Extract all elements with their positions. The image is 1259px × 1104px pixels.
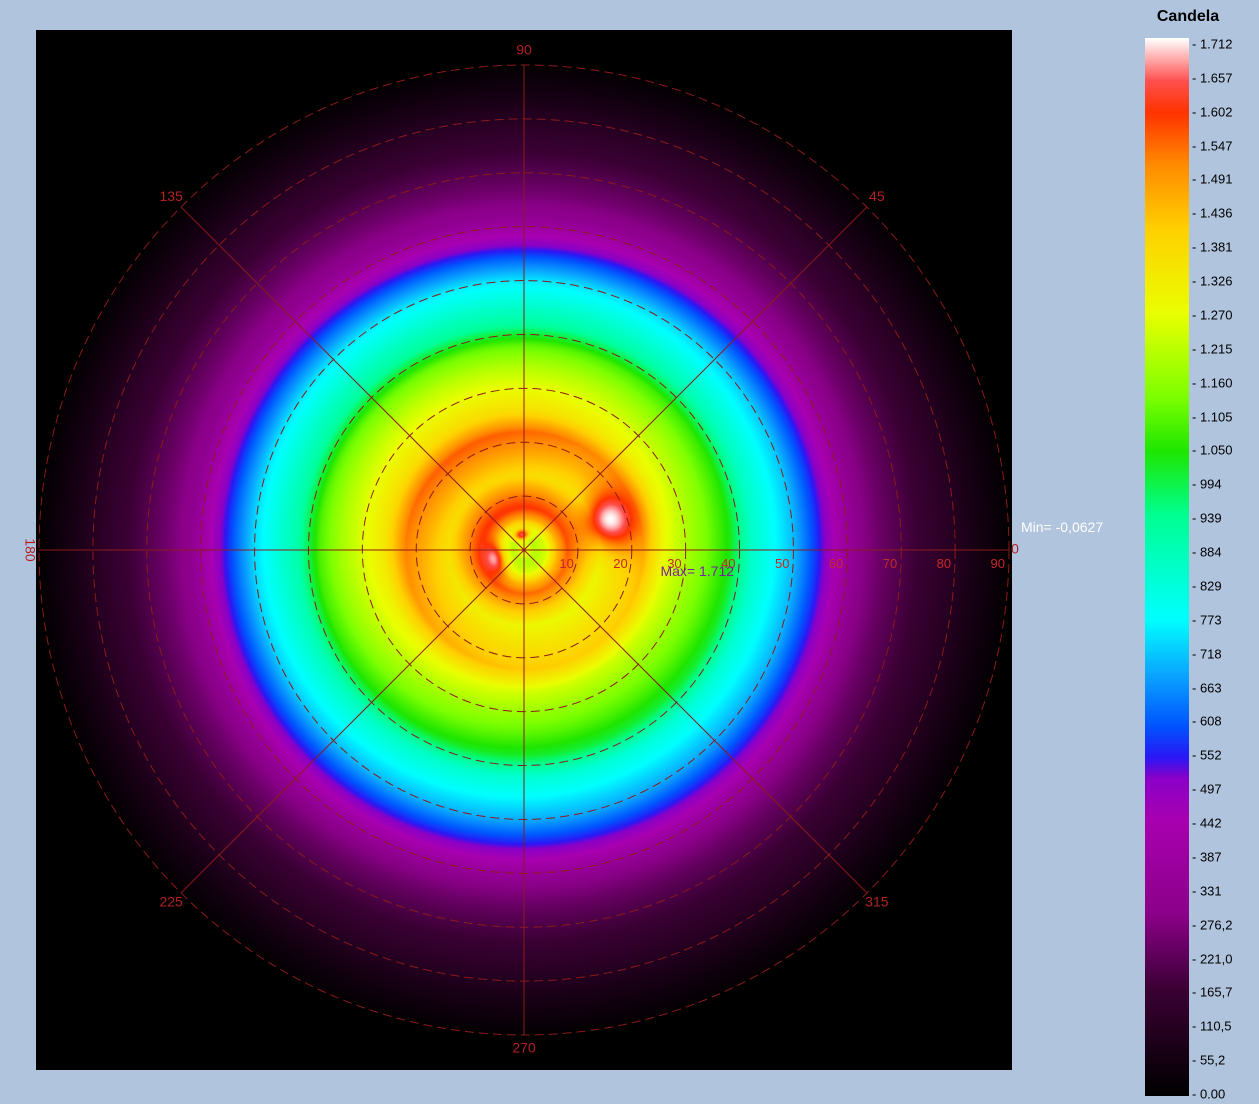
colorbar-tick-label: - 939 (1192, 510, 1222, 526)
polar-heatmap (36, 30, 1012, 1070)
colorbar-tick-label: - 1.326 (1192, 273, 1233, 289)
colorbar-tick-label: - 994 (1192, 476, 1222, 492)
angle-label-0: 0 (1011, 541, 1019, 557)
min-annotation: Min= -0,0627 (1021, 519, 1103, 535)
colorbar-tick-label: - 608 (1192, 713, 1222, 729)
colorbar-tick-label: - 1.270 (1192, 307, 1233, 323)
colorbar-tick-label: - 1.436 (1192, 205, 1233, 221)
colorbar-tick-label: - 1.602 (1192, 104, 1233, 120)
colorbar-title: Candela (1156, 8, 1220, 25)
colorbar-tick-label: - 1.160 (1192, 375, 1233, 391)
colorbar-tick-label: - 1.657 (1192, 70, 1233, 86)
colorbar-tick-label: - 1.547 (1192, 138, 1233, 154)
colorbar-tick-label: - 884 (1192, 544, 1222, 560)
colorbar-tick-label: - 221,0 (1192, 951, 1233, 967)
colorbar-tick-label: - 1.215 (1192, 341, 1233, 357)
colorbar-tick-label: - 0.00 (1192, 1086, 1226, 1102)
colorbar-tick-label: - 718 (1192, 646, 1222, 662)
colorbar-tick-label: - 442 (1192, 815, 1222, 831)
polar-plot-area (36, 30, 1012, 1070)
colorbar-tick-label: - 829 (1192, 578, 1222, 594)
colorbar-tick-label: - 387 (1192, 849, 1222, 865)
colorbar-tick-label: - 331 (1192, 883, 1222, 899)
colorbar-tick-label: - 1.712 (1192, 36, 1233, 52)
colorbar-tick-label: - 1.491 (1192, 171, 1233, 187)
colorbar-tick-label: - 55,2 (1192, 1052, 1226, 1068)
colorbar-tick-label: - 276,2 (1192, 917, 1233, 933)
colorbar-tick-label: - 552 (1192, 747, 1222, 763)
colorbar-tick-label: - 165,7 (1192, 984, 1233, 1000)
colorbar-tick-label: - 1.105 (1192, 409, 1233, 425)
colorbar-tick-label: - 497 (1192, 781, 1222, 797)
colorbar-tick-label: - 773 (1192, 612, 1222, 628)
colorbar-tick-label: - 663 (1192, 680, 1222, 696)
colorbar-tick-label: - 1.381 (1192, 239, 1233, 255)
colorbar (1145, 38, 1189, 1096)
colorbar-tick-label: - 1.050 (1192, 442, 1233, 458)
colorbar-tick-label: - 110,5 (1192, 1018, 1232, 1034)
